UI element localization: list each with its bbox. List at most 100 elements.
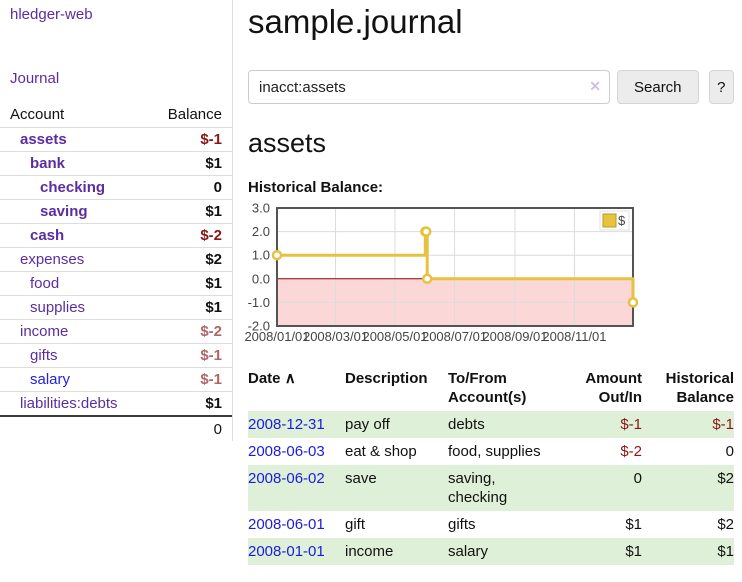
register-balance: $-1	[712, 416, 734, 433]
register-table: Date ∧ Description To/From Account(s) Am…	[248, 365, 734, 565]
table-row: 2008-01-01 income salary $1 $1	[248, 538, 734, 565]
x-tick-label: 2008/03/01	[303, 329, 368, 344]
x-tick-label: 2008/11/01	[542, 329, 606, 344]
y-tick-label: 1.0	[252, 248, 270, 263]
register-date-cell: 2008-12-31	[248, 411, 345, 438]
table-row: 2008-06-02 save saving, checking 0 $2	[248, 465, 734, 511]
account-row: salary $-1	[0, 367, 232, 392]
register-header-amount: Amount Out/In	[585, 370, 642, 406]
account-row: income $-2	[0, 319, 232, 344]
chart-heading: Historical Balance:	[248, 179, 384, 196]
register-description: gift	[345, 516, 366, 533]
account-balance: $-1	[200, 347, 222, 364]
register-date-cell: 2008-06-03	[248, 438, 345, 465]
account-name-cell: income	[0, 320, 147, 344]
chart-plot-border	[276, 207, 634, 327]
sidebar: hledger-web Journal Account Balance asse…	[0, 0, 233, 441]
account-balance: $1	[205, 395, 222, 412]
y-tick-label: 0.0	[252, 271, 270, 286]
register-date-link[interactable]: 2008-06-01	[248, 516, 325, 533]
register-description: save	[345, 470, 377, 487]
register-tbody: 2008-12-31 pay off debts $-1 $-1 2008-06-03 ea…	[248, 411, 734, 565]
account-name-cell: cash	[0, 224, 147, 248]
table-row: 2008-06-03 eat & shop food, supplies $-2 0	[248, 438, 734, 465]
register-date-cell: 2008-06-01	[248, 511, 345, 538]
account-row: bank $1	[0, 151, 232, 176]
register-amount: $1	[625, 543, 642, 560]
register-balance: $1	[717, 543, 734, 560]
account-heading: assets	[248, 128, 327, 158]
register-date-link[interactable]: 2008-01-01	[248, 543, 325, 560]
accounts-header-account: Account	[10, 106, 65, 123]
accounts-tbody: assets $-1 bank $1 checking 0 saving $1 cash $-2 e…	[0, 127, 232, 417]
account-balance: $-1	[200, 131, 222, 148]
register-amount: 0	[633, 470, 642, 487]
register-date-cell: 2008-01-01	[248, 538, 345, 565]
account-balance: $-2	[200, 323, 222, 340]
account-row: saving $1	[0, 199, 232, 224]
search-form: ✕ Search ?	[248, 70, 734, 104]
account-link-bank[interactable]: bank	[30, 155, 66, 172]
x-tick-label: 2008/01/01	[244, 329, 309, 344]
register-header-date[interactable]: Date ∧	[248, 370, 296, 387]
account-link-liabilities-debts[interactable]: liabilities:debts	[20, 395, 118, 412]
chart-legend-swatch	[602, 213, 617, 228]
account-balance: $1	[205, 155, 222, 172]
accounts-total-row: 0	[0, 416, 232, 441]
register-header-row: Date ∧ Description To/From Account(s) Am…	[248, 365, 734, 411]
table-row: 2008-12-31 pay off debts $-1 $-1	[248, 411, 734, 438]
y-tick-label: 3.0	[252, 203, 270, 216]
account-balance: $2	[205, 251, 222, 268]
register-accounts: gifts	[448, 516, 476, 533]
account-link-expenses[interactable]: expenses	[20, 251, 85, 268]
account-link-gifts[interactable]: gifts	[30, 347, 58, 364]
app-title-link[interactable]: hledger-web	[10, 6, 93, 23]
sidebar-item-journal[interactable]: Journal	[10, 70, 60, 87]
register-accounts: food, supplies	[448, 443, 541, 460]
account-name-cell: expenses	[0, 248, 147, 272]
accounts-table: Account Balance assets $-1 bank $1 checking 0…	[0, 102, 232, 441]
register-amount: $1	[625, 516, 642, 533]
register-description: income	[345, 543, 394, 560]
account-link-cash[interactable]: cash	[30, 227, 65, 244]
register-date-cell: 2008-06-02	[248, 465, 345, 511]
table-row: 2008-06-01 gift gifts $1 $2	[248, 511, 734, 538]
y-tick-label: -1.0	[248, 295, 270, 310]
register-amount: $-2	[620, 443, 642, 460]
register-balance: $2	[717, 516, 734, 533]
account-balance: $-1	[200, 371, 222, 388]
register-header-accounts: To/From Account(s)	[448, 370, 527, 406]
help-button[interactable]: ?	[708, 70, 734, 104]
clear-search-icon[interactable]: ✕	[589, 78, 601, 94]
y-tick-label: 2.0	[252, 224, 270, 239]
search-button[interactable]: Search	[617, 70, 699, 104]
register-description: pay off	[345, 416, 390, 433]
account-name-cell: food	[0, 272, 147, 296]
account-link-food[interactable]: food	[30, 275, 60, 292]
page-title: sample.journal	[248, 3, 463, 40]
register-date-link[interactable]: 2008-12-31	[248, 416, 325, 433]
register-date-link[interactable]: 2008-06-02	[248, 470, 325, 487]
x-tick-label: 2008/09/01	[482, 329, 547, 344]
account-link-salary[interactable]: salary	[30, 371, 71, 388]
register-header-description: Description	[345, 370, 428, 387]
account-balance: $-2	[200, 227, 222, 244]
chart-marker	[420, 226, 432, 237]
account-name-cell: saving	[0, 200, 147, 224]
register-accounts: debts	[448, 416, 485, 433]
historical-balance-chart: 2008/01/012008/03/012008/05/012008/07/01…	[244, 203, 639, 344]
register-balance: $2	[717, 470, 734, 487]
account-balance: 0	[213, 179, 222, 196]
account-link-saving[interactable]: saving	[40, 203, 88, 220]
account-row: gifts $-1	[0, 343, 232, 368]
search-input[interactable]	[248, 70, 610, 104]
account-row: cash $-2	[0, 223, 232, 248]
account-link-supplies[interactable]: supplies	[30, 299, 86, 316]
account-link-income[interactable]: income	[20, 323, 69, 340]
account-balance: $1	[205, 299, 222, 316]
account-name-cell: checking	[0, 176, 147, 200]
accounts-total-spacer	[0, 416, 147, 441]
register-date-link[interactable]: 2008-06-03	[248, 443, 325, 460]
account-link-checking[interactable]: checking	[40, 179, 106, 196]
account-link-assets[interactable]: assets	[20, 131, 67, 148]
